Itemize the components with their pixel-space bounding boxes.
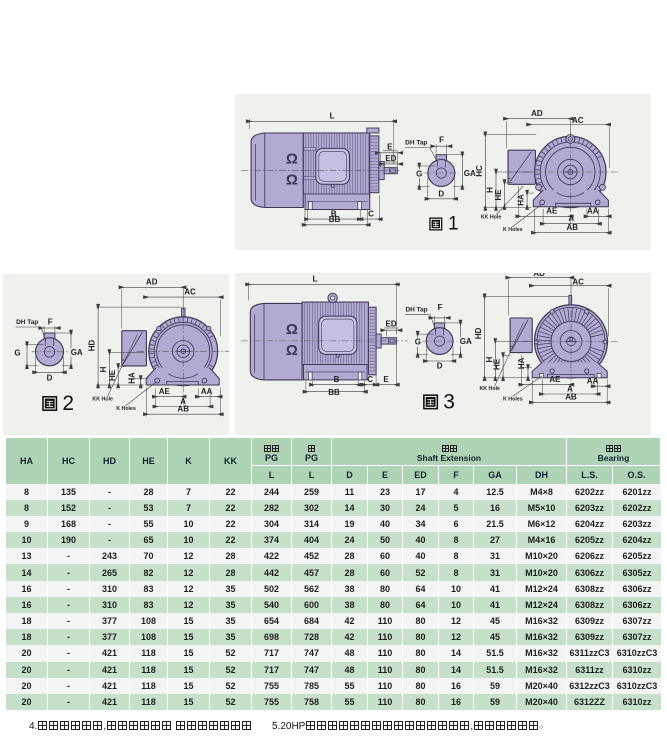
- svg-text:AC: AC: [572, 116, 584, 125]
- svg-text:B: B: [331, 209, 337, 218]
- svg-text:F: F: [438, 303, 443, 312]
- svg-text:GA: GA: [460, 337, 472, 346]
- svg-text:Ω: Ω: [286, 341, 298, 358]
- svg-text:AE: AE: [550, 374, 562, 383]
- svg-text:D: D: [437, 361, 443, 370]
- svg-text:G: G: [14, 348, 20, 357]
- svg-text:A: A: [180, 396, 186, 405]
- svg-text:H: H: [99, 366, 108, 372]
- svg-text:AB: AB: [177, 404, 189, 413]
- svg-text:Ω: Ω: [286, 151, 298, 168]
- svg-text:E: E: [384, 375, 390, 384]
- svg-text:HD: HD: [475, 327, 484, 339]
- svg-text:AA: AA: [201, 386, 213, 395]
- svg-text:H: H: [485, 356, 494, 362]
- svg-text:AE: AE: [546, 207, 558, 216]
- svg-text:E: E: [387, 143, 393, 152]
- svg-text:K Holes: K Holes: [503, 227, 523, 233]
- svg-text:A: A: [568, 214, 574, 223]
- svg-text:AA: AA: [587, 376, 599, 385]
- svg-text:L: L: [313, 274, 318, 283]
- svg-text:KK Hole: KK Hole: [480, 386, 501, 392]
- svg-text:F: F: [439, 135, 444, 144]
- svg-text:HA: HA: [516, 194, 525, 206]
- svg-text:A: A: [567, 384, 573, 393]
- svg-text:AB: AB: [566, 223, 578, 232]
- svg-text:AB: AB: [566, 392, 578, 401]
- svg-text:3: 3: [444, 390, 456, 413]
- svg-text:KK Hole: KK Hole: [92, 396, 113, 402]
- svg-text:AA: AA: [587, 207, 599, 216]
- svg-text:HE: HE: [108, 369, 117, 381]
- svg-text:HA: HA: [127, 372, 136, 384]
- svg-text:BB: BB: [328, 215, 340, 224]
- svg-text:GA: GA: [463, 169, 475, 178]
- svg-text:ED: ED: [386, 319, 397, 328]
- svg-text:Ω: Ω: [286, 320, 298, 337]
- svg-text:HD: HD: [87, 339, 96, 351]
- svg-text:HE: HE: [493, 358, 502, 370]
- svg-text:H: H: [485, 187, 494, 193]
- svg-text:AD: AD: [146, 277, 158, 286]
- svg-text:ED: ED: [385, 154, 396, 163]
- svg-text:HC: HC: [475, 165, 484, 177]
- svg-text:C: C: [368, 209, 374, 218]
- svg-text:Ω: Ω: [286, 171, 298, 188]
- svg-text:AD: AD: [534, 273, 546, 278]
- svg-text:B: B: [334, 375, 340, 384]
- svg-text:AC: AC: [184, 287, 196, 296]
- svg-text:C: C: [368, 375, 374, 384]
- svg-text:G: G: [416, 169, 422, 178]
- svg-text:DH Tap: DH Tap: [405, 140, 427, 147]
- svg-text:BB: BB: [329, 388, 341, 397]
- svg-text:G: G: [415, 337, 421, 346]
- svg-text:DH Tap: DH Tap: [406, 306, 428, 313]
- svg-text:AC: AC: [573, 277, 585, 286]
- svg-text:AD: AD: [531, 109, 543, 118]
- svg-text:DH Tap: DH Tap: [16, 318, 38, 325]
- svg-text:F: F: [48, 317, 53, 326]
- svg-text:K Holes: K Holes: [503, 396, 523, 402]
- svg-text:1: 1: [448, 213, 459, 234]
- svg-text:K Holes: K Holes: [116, 406, 136, 412]
- svg-text:AE: AE: [159, 386, 171, 395]
- svg-text:2: 2: [62, 391, 74, 414]
- svg-text:L: L: [329, 112, 334, 121]
- svg-text:KK Hole: KK Hole: [480, 214, 501, 220]
- svg-text:HE: HE: [494, 189, 503, 201]
- svg-text:D: D: [46, 373, 52, 382]
- svg-text:GA: GA: [71, 347, 83, 356]
- svg-text:D: D: [438, 190, 444, 199]
